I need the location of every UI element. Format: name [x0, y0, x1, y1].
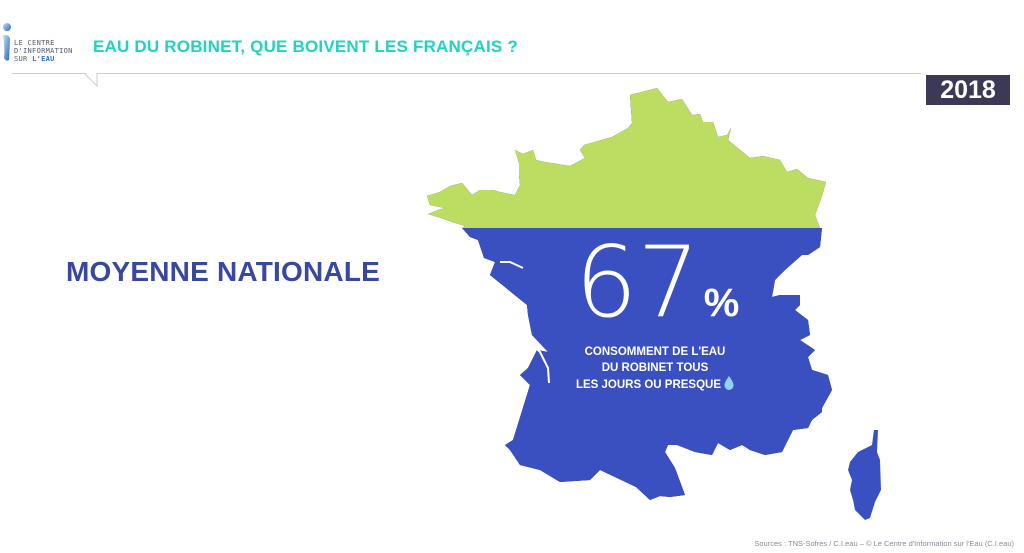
- caption-line: CONSOMMENT DE L'EAU: [584, 346, 726, 358]
- caption-line: LES JOURS OU PRESQUE: [565, 376, 745, 394]
- percentage-value: 67%: [575, 228, 739, 358]
- water-drop-i-icon: [3, 23, 11, 61]
- value-unit: %: [703, 281, 740, 325]
- speech-notch: [84, 73, 98, 87]
- corsica: [848, 430, 881, 520]
- water-drop-icon: [724, 376, 734, 390]
- sources-footer: Sources : TNS-Sofres / C.I.eau – © Le Ce…: [754, 539, 1014, 548]
- logo-text: LE CENTRE D'INFORMATION SUR L'EAU: [14, 39, 73, 63]
- national-average-heading: MOYENNE NATIONALE: [66, 256, 380, 287]
- stat-caption: CONSOMMENT DE L'EAU DU ROBINET TOUS LES …: [565, 345, 745, 394]
- header-divider: [12, 73, 86, 74]
- cieau-logo: LE CENTRE D'INFORMATION SUR L'EAU: [0, 22, 90, 66]
- caption-line: DU ROBINET TOUS: [601, 361, 709, 374]
- header-divider: [97, 73, 921, 74]
- page-title: EAU DU ROBINET, QUE BOIVENT LES FRANÇAIS…: [93, 37, 518, 56]
- year-badge: 2018: [926, 75, 1010, 105]
- value-number: 67: [575, 226, 700, 340]
